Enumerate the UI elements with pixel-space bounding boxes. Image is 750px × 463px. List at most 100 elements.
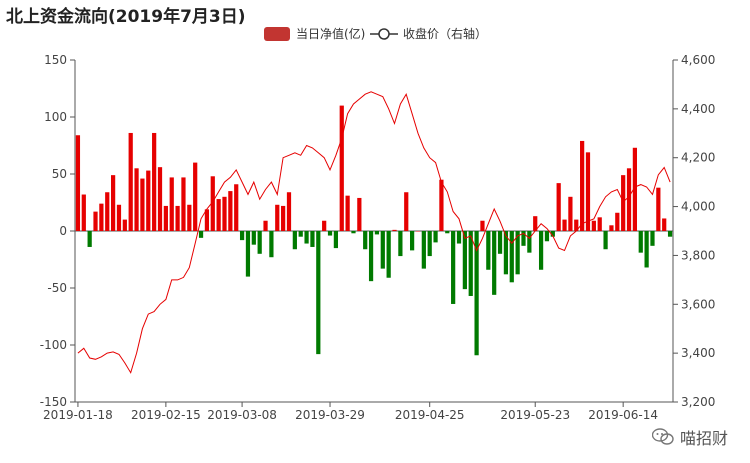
inflow-bar[interactable] [128,132,133,231]
inflow-bar[interactable] [327,231,333,236]
inflow-bar[interactable] [134,168,139,231]
inflow-bar[interactable] [228,191,233,231]
inflow-bar[interactable] [374,231,380,235]
inflow-bar[interactable] [468,231,473,296]
inflow-bar[interactable] [175,205,180,231]
inflow-bar[interactable] [99,203,104,231]
inflow-bar[interactable] [632,147,638,231]
inflow-bar[interactable] [157,167,163,231]
inflow-bar[interactable] [433,231,438,243]
inflow-bar[interactable] [275,204,280,231]
inflow-bar[interactable] [386,231,391,278]
inflow-bar[interactable] [556,183,561,231]
inflow-bar[interactable] [239,231,245,241]
inflow-bar[interactable] [580,140,585,231]
inflow-bar[interactable] [281,205,286,231]
inflow-bar[interactable] [398,231,403,257]
inflow-bar[interactable] [609,225,614,231]
inflow-bar[interactable] [93,211,98,231]
inflow-bar[interactable] [163,205,168,231]
inflow-bar[interactable] [263,220,268,231]
inflow-bar[interactable] [515,231,520,275]
inflow-bar[interactable] [87,231,92,247]
inflow-bar[interactable] [333,231,339,249]
inflow-bar[interactable] [597,217,602,231]
inflow-bar[interactable] [122,219,127,231]
inflow-bar[interactable] [222,196,227,231]
inflow-bar[interactable] [538,231,544,270]
inflow-bar[interactable] [662,218,667,231]
inflow-bar[interactable] [105,192,110,231]
inflow-bar[interactable] [363,231,368,250]
inflow-bar[interactable] [562,219,567,231]
inflow-bar[interactable] [181,177,186,231]
inflow-bar[interactable] [257,231,262,254]
inflow-bar[interactable] [146,170,151,231]
inflow-bar[interactable] [339,105,344,231]
legend-bar-swatch[interactable] [264,27,290,41]
inflow-bar[interactable] [345,195,350,231]
inflow-bar[interactable] [404,192,409,231]
inflow-bar[interactable] [615,212,620,231]
inflow-bar[interactable] [427,231,432,257]
inflow-bar[interactable] [322,220,327,231]
inflow-bar[interactable] [245,231,251,277]
inflow-bar[interactable] [585,152,591,231]
inflow-bar[interactable] [409,231,415,251]
inflow-bar[interactable] [445,231,450,234]
inflow-bar[interactable] [644,231,649,268]
inflow-bar[interactable] [140,178,145,231]
inflow-bar[interactable] [251,231,256,245]
inflow-bar[interactable] [81,194,86,231]
inflow-bar[interactable] [298,231,303,237]
inflow-bar[interactable] [497,231,503,254]
inflow-bar[interactable] [456,231,462,244]
inflow-bar[interactable] [286,192,292,231]
inflow-bar[interactable] [234,184,239,231]
inflow-bar[interactable] [503,231,509,275]
inflow-bar[interactable] [380,231,385,269]
inflow-bar[interactable] [169,177,174,231]
inflow-bar[interactable] [187,204,192,231]
inflow-bar[interactable] [462,231,467,290]
inflow-bar[interactable] [451,231,456,304]
inflow-bar[interactable] [550,231,555,237]
inflow-bar[interactable] [110,175,116,231]
inflow-bar[interactable] [269,231,274,258]
legend-line-marker[interactable] [378,28,390,40]
inflow-bar[interactable] [480,220,485,231]
inflow-bar[interactable] [527,231,532,253]
legend-line-label[interactable]: 收盘价（右轴） [403,26,487,41]
inflow-bar[interactable] [638,231,643,253]
inflow-bar[interactable] [626,168,632,231]
inflow-bar[interactable] [603,231,608,250]
inflow-bar[interactable] [544,231,550,242]
legend-bar-label[interactable]: 当日净值(亿) [296,26,365,41]
inflow-bar[interactable] [310,231,315,247]
inflow-bar[interactable] [204,209,210,231]
inflow-bar[interactable] [667,231,673,237]
close-price-line[interactable] [77,91,671,374]
inflow-bar[interactable] [509,231,514,283]
inflow-bar[interactable] [415,231,421,232]
inflow-bar[interactable] [621,175,626,231]
inflow-bar[interactable] [152,132,157,231]
inflow-bar[interactable] [210,176,215,231]
inflow-bar[interactable] [591,220,596,231]
inflow-bar[interactable] [392,229,397,231]
inflow-bar[interactable] [304,231,309,244]
inflow-bar[interactable] [316,231,321,355]
inflow-bar[interactable] [75,135,81,231]
inflow-bar[interactable] [533,216,538,231]
inflow-bar[interactable] [574,219,579,231]
inflow-bar[interactable] [656,187,661,231]
inflow-bar[interactable] [486,231,491,270]
inflow-bar[interactable] [368,231,374,282]
inflow-bar[interactable] [474,231,479,356]
legend[interactable]: 当日净值(亿) 收盘价（右轴） [264,26,487,41]
inflow-bar[interactable] [292,231,297,250]
inflow-bar[interactable] [116,204,122,231]
inflow-bar[interactable] [357,197,362,231]
inflow-bar[interactable] [568,196,573,231]
inflow-bar[interactable] [198,231,204,238]
